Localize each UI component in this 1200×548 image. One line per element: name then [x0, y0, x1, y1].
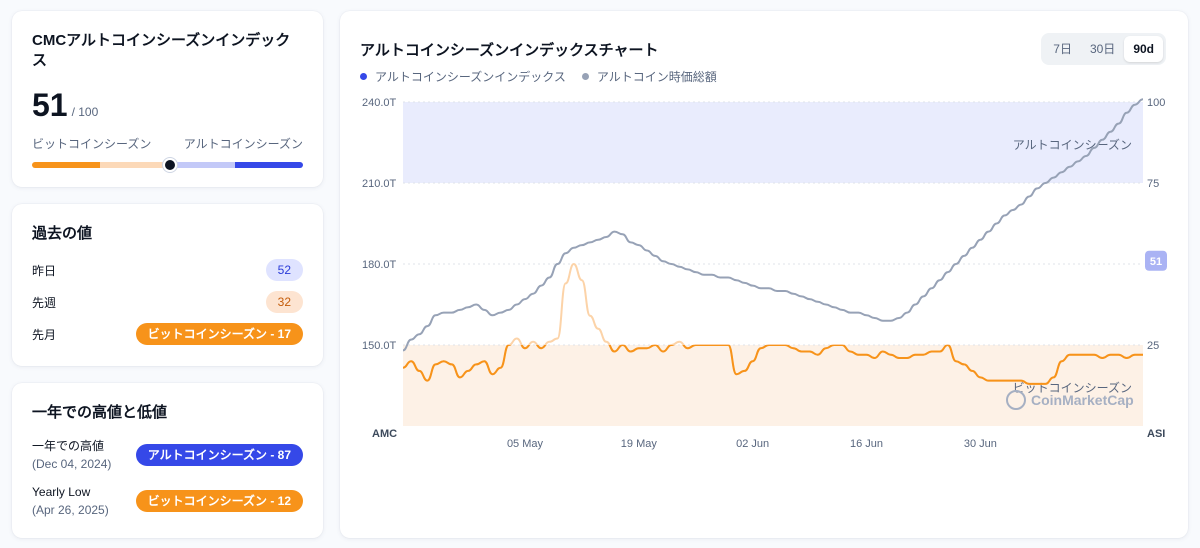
left-axis-tick-label: 180.0T — [362, 259, 397, 271]
right-axis-tick-label: 25 — [1147, 340, 1159, 352]
gauge-segment-bitcoin — [32, 162, 100, 168]
x-axis-tick-label: 30 Jun — [964, 438, 997, 450]
index-chart: 150.0T180.0T210.0T240.0T255075100AMCASI0… — [340, 11, 1188, 538]
historical-value-badge: 32 — [266, 291, 303, 313]
historical-label: 昨日 — [32, 262, 56, 279]
left-axis-tick-label: 150.0T — [362, 340, 397, 352]
altcoin-season-zone-label: アルトコインシーズン — [1013, 137, 1132, 152]
time-range-selector: 7日 30日 90d — [1041, 33, 1166, 65]
index-chart-card: 150.0T180.0T210.0T240.0T255075100AMCASI0… — [340, 11, 1188, 538]
current-value-badge-label: 51 — [1150, 256, 1162, 268]
right-axis-tick-label: 75 — [1147, 178, 1159, 190]
index-current-value: 51 — [32, 87, 68, 123]
season-gauge — [32, 162, 303, 168]
x-axis-tick-label: 19 May — [621, 438, 658, 450]
range-30d-button[interactable]: 30日 — [1081, 36, 1124, 62]
left-axis-tick-label: 210.0T — [362, 178, 397, 190]
historical-list: 昨日 52 先週 32 先月 ビットコインシーズン - 17 — [32, 258, 303, 346]
gauge-knob — [163, 158, 177, 172]
left-axis-title: AMC — [372, 428, 397, 440]
yearly-list: 一年での高値 (Dec 04, 2024) アルトコインシーズン - 87 Ye… — [32, 437, 303, 519]
historical-row-yesterday: 昨日 52 — [32, 258, 303, 282]
historical-label: 先月 — [32, 326, 56, 343]
x-axis-tick-label: 02 Jun — [736, 438, 769, 450]
left-axis-tick-label: 240.0T — [362, 97, 397, 109]
index-max-value: / 100 — [72, 105, 99, 119]
gauge-segment-altcoin-light — [168, 162, 236, 168]
chart-title: アルトコインシーズンインデックスチャート — [360, 39, 659, 60]
legend-dot-blue-icon — [360, 73, 367, 80]
yearly-high-label: 一年での高値 — [32, 437, 111, 455]
gauge-segment-bitcoin-light — [100, 162, 168, 168]
historical-values-card: 過去の値 昨日 52 先週 32 先月 ビットコインシーズン - 17 — [12, 204, 323, 366]
yearly-low-label: Yearly Low — [32, 483, 109, 501]
x-axis-tick-label: 05 May — [507, 438, 544, 450]
historical-value-badge: ビットコインシーズン - 17 — [136, 323, 303, 345]
legend-dot-gray-icon — [582, 73, 589, 80]
yearly-high-low-card: 一年での高値と低値 一年での高値 (Dec 04, 2024) アルトコインシー… — [12, 383, 323, 538]
yearly-high-date: (Dec 04, 2024) — [32, 455, 111, 473]
yearly-low-badge: ビットコインシーズン - 12 — [136, 490, 303, 512]
historical-row-last-month: 先月 ビットコインシーズン - 17 — [32, 322, 303, 346]
chart-legend: アルトコインシーズンインデックス アルトコイン時価総額 — [360, 68, 733, 85]
index-card-title: CMCアルトコインシーズンインデックス — [32, 31, 303, 71]
legend-label-marketcap: アルトコイン時価総額 — [597, 68, 717, 85]
range-90d-button[interactable]: 90d — [1124, 36, 1163, 62]
index-value-row: 51 / 100 — [32, 87, 303, 123]
right-axis-tick-label: 100 — [1147, 97, 1165, 109]
gauge-label-altcoin-season: アルトコインシーズン — [184, 135, 303, 152]
historical-title: 過去の値 — [32, 224, 303, 244]
range-7d-button[interactable]: 7日 — [1044, 36, 1081, 62]
legend-label-index: アルトコインシーズンインデックス — [375, 68, 566, 85]
legend-item-index[interactable]: アルトコインシーズンインデックス — [360, 68, 566, 85]
yearly-high-badge: アルトコインシーズン - 87 — [136, 444, 303, 466]
historical-label: 先週 — [32, 294, 56, 311]
coinmarketcap-watermark: CoinMarketCap — [1031, 392, 1134, 408]
yearly-high-row: 一年での高値 (Dec 04, 2024) アルトコインシーズン - 87 — [32, 437, 303, 473]
gauge-label-bitcoin-season: ビットコインシーズン — [32, 135, 151, 152]
right-axis-title: ASI — [1147, 428, 1165, 440]
historical-row-last-week: 先週 32 — [32, 290, 303, 314]
yearly-title: 一年での高値と低値 — [32, 403, 303, 423]
gauge-labels: ビットコインシーズン アルトコインシーズン — [32, 135, 303, 152]
yearly-low-row: Yearly Low (Apr 26, 2025) ビットコインシーズン - 1… — [32, 483, 303, 519]
gauge-segment-altcoin — [235, 162, 303, 168]
legend-item-marketcap[interactable]: アルトコイン時価総額 — [582, 68, 717, 85]
yearly-low-date: (Apr 26, 2025) — [32, 501, 109, 519]
historical-value-badge: 52 — [266, 259, 303, 281]
altcoin-season-index-card: CMCアルトコインシーズンインデックス 51 / 100 ビットコインシーズン … — [12, 11, 323, 187]
x-axis-tick-label: 16 Jun — [850, 438, 883, 450]
